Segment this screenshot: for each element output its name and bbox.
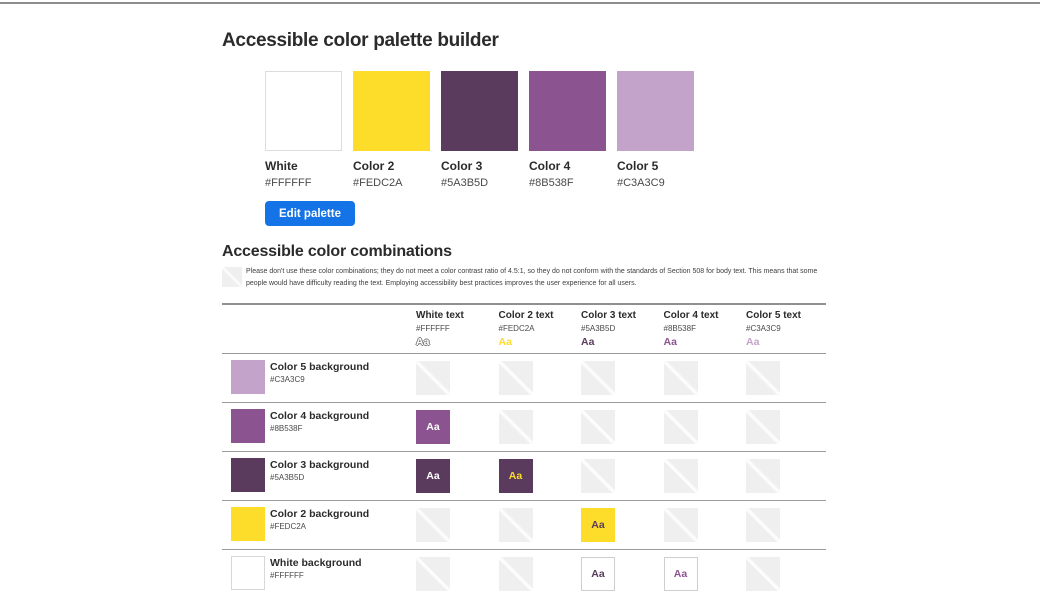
- column-label: Color 3 text: [581, 310, 637, 321]
- row-label: Color 2 background: [270, 508, 370, 520]
- row-hex: #FFFFFF: [270, 571, 304, 580]
- column-text-sample: Aa: [581, 336, 595, 348]
- contrast-fail-placeholder: [663, 410, 698, 444]
- palette-swatch-hex: #FFFFFF: [265, 177, 312, 189]
- combinations-table-header: White text #FFFFFF Aa Color 2 text #FEDC2A Aa…: [222, 303, 826, 353]
- column-hex: #C3A3C9: [746, 324, 781, 333]
- column-label: Color 5 text: [746, 310, 802, 321]
- row-hex: #5A3B5D: [270, 473, 305, 482]
- contrast-pass-badge: Aa: [581, 557, 615, 591]
- column-hex: #FFFFFF: [416, 324, 450, 333]
- palette-swatch[interactable]: [617, 71, 694, 151]
- palette-swatch-card: White #FFFFFF: [265, 71, 342, 189]
- combinations-table-body: Color 5 background #C3A3C9 Color 4 backgro…: [222, 353, 826, 598]
- palette-swatch[interactable]: [353, 71, 430, 151]
- column-label: Color 4 text: [663, 310, 719, 321]
- row-background-swatch: [231, 458, 265, 492]
- table-column-header: Color 5 text #C3A3C9 Aa: [746, 310, 826, 348]
- contrast-fail-placeholder: [498, 508, 533, 542]
- column-hex: #5A3B5D: [581, 324, 616, 333]
- combinations-section-title: Accessible color combinations: [222, 243, 452, 260]
- contrast-fail-placeholder: [498, 361, 533, 395]
- table-row: White background #FFFFFF Aa Aa: [222, 549, 826, 598]
- palette-swatch-hex: #C3A3C9: [617, 177, 665, 189]
- palette-swatch[interactable]: [441, 71, 518, 151]
- table-column-header: Color 2 text #FEDC2A Aa: [499, 310, 579, 348]
- contrast-pass-badge: Aa: [663, 557, 698, 591]
- palette-swatch-card: Color 5 #C3A3C9: [617, 71, 694, 189]
- table-row: Color 4 background #8B538F Aa: [222, 402, 826, 451]
- contrast-fail-placeholder: [746, 459, 780, 493]
- table-row: Color 3 background #5A3B5D Aa Aa: [222, 451, 826, 500]
- contrast-fail-placeholder: [581, 459, 615, 493]
- table-row: Color 5 background #C3A3C9: [222, 353, 826, 402]
- table-column-header: Color 4 text #8B538F Aa: [664, 310, 744, 348]
- contrast-fail-placeholder: [746, 361, 780, 395]
- palette-row: White #FFFFFF Color 2 #FEDC2A Color 3 #5A3B5D…: [265, 71, 694, 189]
- row-hex: #C3A3C9: [270, 375, 305, 384]
- contrast-fail-placeholder: [746, 557, 780, 591]
- palette-swatch-hex: #8B538F: [529, 177, 574, 189]
- column-label: Color 2 text: [498, 310, 554, 321]
- row-background-swatch: [231, 409, 265, 443]
- palette-swatch-card: Color 4 #8B538F: [529, 71, 606, 189]
- fail-swatch-icon: [222, 267, 242, 287]
- row-label: Color 5 background: [270, 361, 370, 373]
- row-background-swatch: [231, 507, 265, 541]
- column-text-sample: Aa: [416, 336, 430, 348]
- column-text-sample: Aa: [498, 336, 512, 348]
- edit-palette-button[interactable]: Edit palette: [265, 201, 355, 226]
- row-background-swatch: [231, 360, 265, 394]
- palette-swatch[interactable]: [265, 71, 342, 151]
- palette-swatch-name: White: [265, 159, 298, 173]
- contrast-fail-placeholder: [663, 361, 698, 395]
- palette-swatch-name: Color 2: [353, 159, 395, 173]
- contrast-pass-badge: Aa: [416, 410, 450, 444]
- palette-swatch-name: Color 5: [617, 159, 659, 173]
- column-text-sample: Aa: [746, 336, 760, 348]
- column-label: White text: [416, 310, 464, 321]
- contrast-fail-placeholder: [498, 410, 533, 444]
- table-column-header: White text #FFFFFF Aa: [416, 310, 496, 348]
- contrast-fail-placeholder: [416, 508, 450, 542]
- table-column-header: Color 3 text #5A3B5D Aa: [581, 310, 661, 348]
- contrast-fail-placeholder: [581, 410, 615, 444]
- accessibility-note-text: Please don't use these color combination…: [246, 268, 818, 287]
- contrast-fail-placeholder: [746, 508, 780, 542]
- contrast-fail-placeholder: [581, 361, 615, 395]
- table-row: Color 2 background #FEDC2A Aa: [222, 500, 826, 549]
- combinations-table: White text #FFFFFF Aa Color 2 text #FEDC2A Aa…: [222, 303, 826, 598]
- contrast-fail-placeholder: [416, 361, 450, 395]
- column-hex: #FEDC2A: [498, 324, 535, 333]
- accessibility-note: Please don't use these color combination…: [222, 266, 1012, 289]
- row-hex: #FEDC2A: [270, 522, 307, 531]
- contrast-fail-placeholder: [416, 557, 450, 591]
- palette-swatch-hex: #FEDC2A: [353, 177, 403, 189]
- column-text-sample: Aa: [663, 336, 677, 348]
- palette-swatch-card: Color 2 #FEDC2A: [353, 71, 430, 189]
- contrast-fail-placeholder: [746, 410, 780, 444]
- page-title: Accessible color palette builder: [222, 30, 499, 51]
- palette-swatch-name: Color 3: [441, 159, 483, 173]
- row-label: Color 4 background: [270, 410, 370, 422]
- contrast-pass-badge: Aa: [416, 459, 450, 493]
- palette-swatch-hex: #5A3B5D: [441, 177, 489, 189]
- contrast-pass-badge: Aa: [498, 459, 533, 493]
- palette-swatch-card: Color 3 #5A3B5D: [441, 71, 518, 189]
- contrast-fail-placeholder: [498, 557, 533, 591]
- row-background-swatch: [231, 556, 265, 590]
- row-label: White background: [270, 557, 362, 569]
- top-border-rule: [0, 2, 1040, 4]
- palette-swatch[interactable]: [529, 71, 606, 151]
- row-label: Color 3 background: [270, 459, 370, 471]
- palette-swatch-name: Color 4: [529, 159, 571, 173]
- contrast-fail-placeholder: [663, 459, 698, 493]
- contrast-fail-placeholder: [663, 508, 698, 542]
- row-hex: #8B538F: [270, 424, 303, 433]
- column-hex: #8B538F: [663, 324, 696, 333]
- contrast-pass-badge: Aa: [581, 508, 615, 542]
